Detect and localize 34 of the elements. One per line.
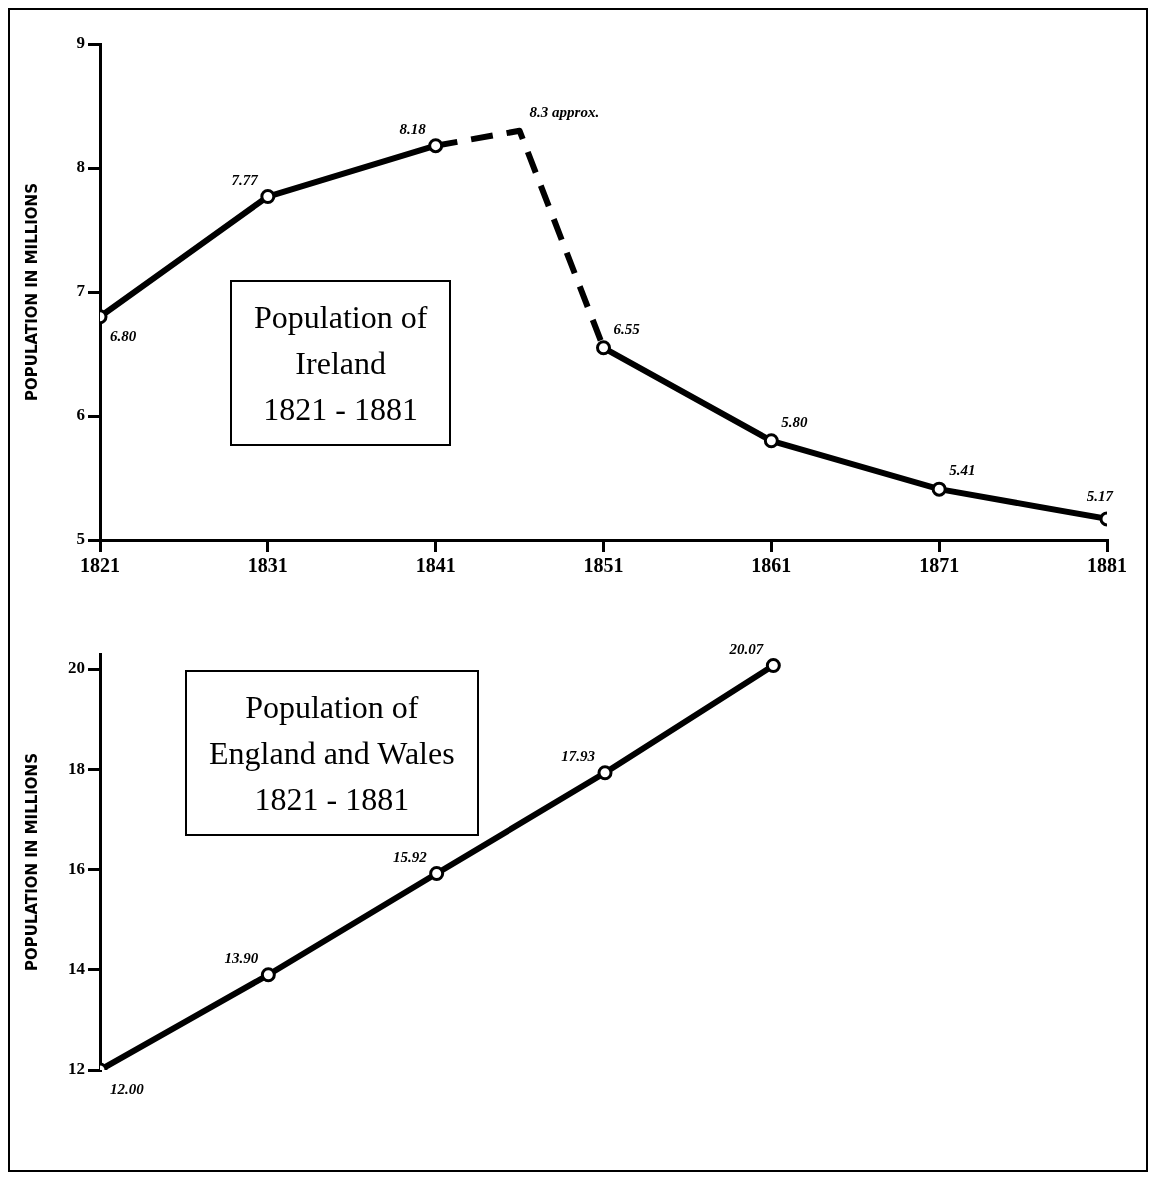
data-label: 6.55 [613, 320, 641, 337]
x-tick-label: 1851 [583, 554, 624, 577]
y-tick-label: 5 [76, 529, 85, 549]
data-label: 17.93 [561, 747, 596, 764]
text: Population of Ireland 1821 - 1881 [230, 280, 452, 446]
x-tick-label: 1871 [919, 554, 960, 577]
data-label: 20.07 [728, 640, 764, 657]
x-tick-label: 1831 [247, 554, 288, 577]
y-axis-title: POPULATION IN MILLIONS [22, 183, 41, 401]
text: Population of England and Wales 1821 - 1881 [185, 670, 479, 836]
data-label: 13.90 [224, 949, 259, 966]
y-tick-label: 12 [68, 1059, 85, 1079]
data-label: 7.77 [231, 171, 259, 188]
x-tick-label: 1821 [80, 554, 120, 577]
y-tick-label: 8 [76, 157, 85, 177]
y-tick-label: 16 [68, 858, 85, 878]
data-label: 6.80 [110, 327, 137, 344]
y-tick-label: 18 [68, 758, 85, 778]
data-label: 15.92 [392, 848, 428, 865]
y-tick-label: 9 [76, 33, 85, 53]
data-label: 12.00 [110, 1081, 145, 1097]
data-label: 5.41 [949, 462, 976, 479]
y-tick-label: 7 [76, 281, 86, 301]
data-label: 5.17 [1086, 487, 1114, 504]
data-label: 8.18 [399, 120, 427, 137]
y-tick-label: 20 [68, 658, 85, 678]
x-tick-label: 1881 [1087, 554, 1127, 577]
y-tick-label: 6 [76, 405, 85, 425]
data-label: 5.80 [781, 413, 809, 430]
x-tick-label: 1841 [415, 554, 456, 577]
y-tick-label: 14 [68, 959, 86, 979]
data-label: 8.3 approx. [529, 103, 600, 120]
x-tick-label: 1861 [751, 554, 792, 577]
y-axis-title: POPULATION IN MILLIONS [22, 753, 41, 971]
